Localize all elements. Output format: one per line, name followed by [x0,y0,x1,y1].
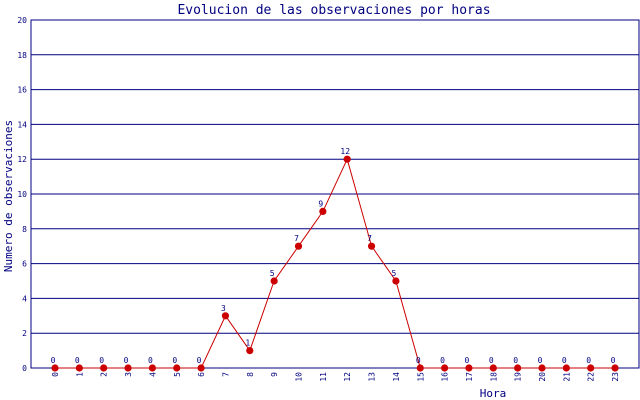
data-label: 0 [416,356,421,365]
x-tick-label: 7 [221,372,230,377]
data-point [173,364,181,372]
data-point [489,364,497,372]
data-label: 0 [611,356,616,365]
y-tick-label: 2 [22,329,27,338]
x-tick-label: 19 [514,372,523,382]
x-tick-label: 4 [148,372,157,377]
x-tick-label: 1 [75,372,84,377]
data-label: 0 [489,356,494,365]
x-tick-label: 6 [197,372,206,377]
series-line [55,157,616,369]
x-tick-label: 22 [587,372,596,382]
data-point [294,242,303,250]
data-point [246,347,254,355]
data-label: 0 [51,356,56,365]
x-tick-label: 13 [368,372,377,382]
x-tick-label: 3 [124,372,133,377]
data-label: 7 [367,234,372,243]
y-tick-label: 20 [17,16,27,25]
x-tick-label: 2 [100,372,109,377]
data-label: 0 [586,356,591,365]
y-tick-label: 16 [17,86,27,95]
data-label: 0 [440,356,445,365]
data-point [319,207,327,215]
y-tick-label: 6 [22,260,27,269]
y-tick-label: 18 [17,51,27,60]
x-tick-label: 18 [489,372,498,382]
data-point [514,364,522,372]
data-point [270,277,278,285]
data-point [148,364,156,372]
x-tick-label: 15 [416,372,425,382]
x-tick-label: 23 [611,372,620,382]
x-tick-label: 10 [295,372,304,382]
x-tick-label: 16 [441,372,450,382]
x-tick-label: 20 [538,372,547,382]
data-point [441,364,449,372]
y-tick-label: 12 [17,155,27,164]
data-point [124,364,132,372]
y-tick-labels: 0 2 4 6 8 10 12 14 16 18 20 [17,16,27,373]
data-label: 0 [538,356,543,365]
x-tick-label: 9 [270,372,279,377]
gridlines [31,19,639,334]
x-axis-label: Hora [480,387,507,400]
data-point [416,364,424,372]
data-point [75,364,83,372]
data-points [51,155,619,372]
data-point [587,364,595,372]
data-label: 7 [294,234,299,243]
x-tick-labels: 0 1 2 3 4 5 6 7 8 9 10 11 12 13 14 15 16 17 18 19 20 21 22 23 [51,372,620,382]
data-label: 0 [465,356,470,365]
data-label: 0 [148,356,153,365]
data-point [100,364,108,372]
data-point [562,364,570,372]
data-label: 0 [197,356,202,365]
data-point [367,242,376,250]
y-tick-label: 4 [22,294,27,303]
x-tick-label: 14 [392,372,401,382]
data-label: 0 [172,356,177,365]
data-label: 0 [75,356,80,365]
x-tick-label: 21 [562,372,571,382]
data-label: 3 [221,304,226,313]
y-tick-label: 8 [22,225,27,234]
data-labels: 0 0 0 0 0 0 0 3 1 5 7 9 12 7 5 0 0 0 0 0 0 0 0 0 [51,147,616,365]
data-label: 9 [318,199,323,208]
x-tick-label: 11 [319,372,328,382]
data-label: 1 [245,339,250,348]
data-label: 5 [270,269,275,278]
x-tick-label: 12 [343,372,352,382]
data-point [538,364,546,372]
y-tick-label: 10 [17,190,27,199]
y-axis-label: Numero de observaciones [2,120,15,272]
data-point [465,364,473,372]
data-point [197,364,205,372]
data-label: 0 [99,356,104,365]
data-label: 12 [340,147,350,156]
data-point [343,155,351,163]
data-point [51,364,59,372]
y-tick-label: 0 [22,364,27,373]
data-label: 0 [562,356,567,365]
x-tick-label: 5 [173,372,182,377]
data-label: 0 [124,356,129,365]
data-point [611,364,619,372]
x-tick-label: 0 [51,372,60,377]
x-tick-label: 8 [246,372,255,377]
data-label: 0 [513,356,518,365]
x-tick-label: 17 [465,372,474,382]
data-point [392,277,400,285]
y-tick-label: 14 [17,120,27,129]
chart-title: Evolucion de las observaciones por horas [177,3,490,18]
data-point [221,312,230,320]
data-label: 5 [391,269,396,278]
